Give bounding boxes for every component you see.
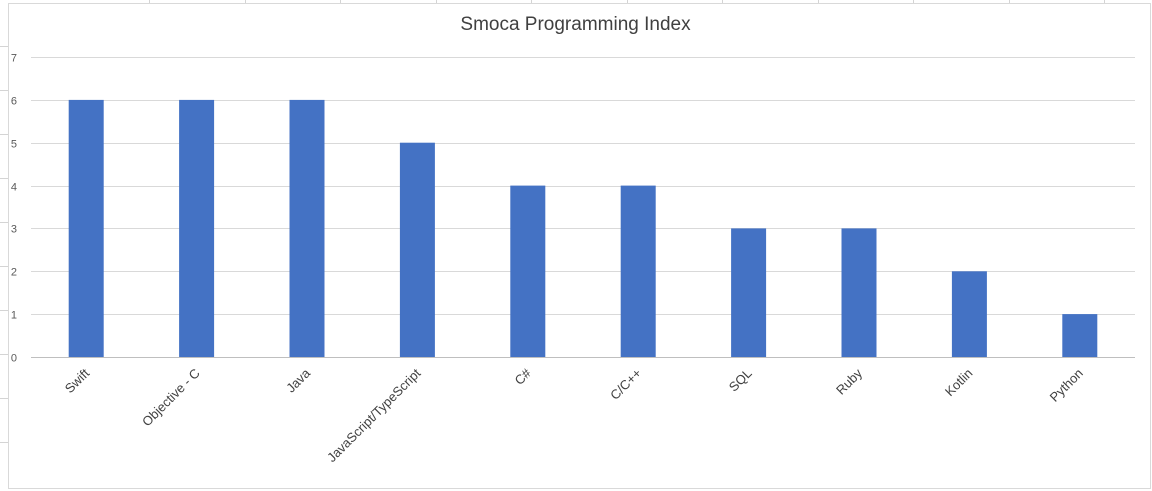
- bar: [399, 142, 435, 357]
- y-tick-label: 0: [11, 353, 17, 365]
- y-tick-label: 7: [11, 53, 17, 65]
- bar: [620, 185, 656, 357]
- x-tick-label: Swift: [62, 365, 93, 396]
- y-tick-label: 3: [11, 224, 17, 236]
- x-tick-label: Kotlin: [942, 366, 976, 400]
- y-tick-label: 5: [11, 139, 17, 151]
- bar: [1062, 314, 1098, 357]
- bar: [731, 228, 767, 357]
- x-tick-label: Ruby: [833, 365, 865, 397]
- x-tick-label: Objective - C: [139, 366, 203, 430]
- x-tick-label: JavaScript/TypeScript: [324, 365, 424, 465]
- bar: [68, 99, 104, 358]
- x-tick-label: Java: [283, 365, 314, 396]
- x-tick-label: C/C++: [607, 366, 644, 403]
- y-tick-label: 1: [11, 310, 17, 322]
- chart-title: Smoca Programming Index: [460, 14, 691, 35]
- y-tick-label: 2: [11, 267, 17, 279]
- x-tick-label: Python: [1047, 366, 1086, 405]
- x-tick-label: C#: [512, 365, 535, 388]
- y-tick-label: 4: [11, 182, 17, 194]
- bar: [289, 99, 325, 358]
- bar: [841, 228, 877, 357]
- x-tick-label: SQL: [726, 366, 755, 395]
- bar: [951, 271, 987, 357]
- y-tick-label: 6: [11, 96, 17, 108]
- bar: [510, 185, 546, 357]
- bar: [179, 99, 215, 358]
